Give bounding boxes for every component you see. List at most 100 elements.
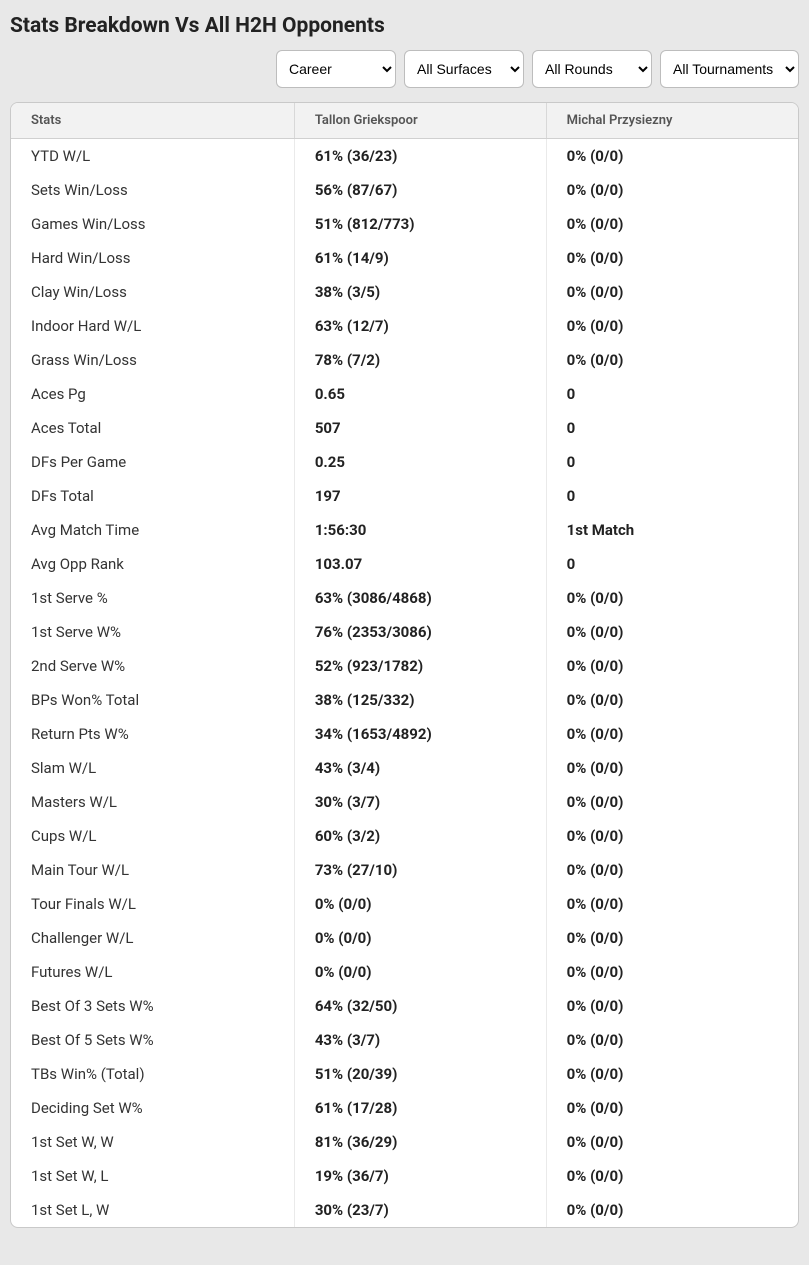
player2-value: 0 (546, 411, 798, 445)
player1-value: 34% (1653/4892) (294, 717, 546, 751)
stats-panel: Stats Breakdown Vs All H2H Opponents Car… (0, 0, 809, 1238)
player1-value: 0% (0/0) (294, 921, 546, 955)
table-row: Games Win/Loss51% (812/773)0% (0/0) (11, 207, 798, 241)
table-row: Avg Match Time1:56:301st Match (11, 513, 798, 547)
table-row: TBs Win% (Total)51% (20/39)0% (0/0) (11, 1057, 798, 1091)
stats-body: YTD W/L61% (36/23)0% (0/0)Sets Win/Loss5… (11, 139, 798, 1228)
stat-label: Hard Win/Loss (11, 241, 294, 275)
table-row: Indoor Hard W/L63% (12/7)0% (0/0) (11, 309, 798, 343)
player1-value: 38% (3/5) (294, 275, 546, 309)
player1-value: 63% (3086/4868) (294, 581, 546, 615)
player2-value: 0% (0/0) (546, 309, 798, 343)
stat-label: 1st Serve % (11, 581, 294, 615)
stat-label: 1st Serve W% (11, 615, 294, 649)
round-select[interactable]: All Rounds (532, 50, 652, 88)
table-row: Hard Win/Loss61% (14/9)0% (0/0) (11, 241, 798, 275)
stat-label: Tour Finals W/L (11, 887, 294, 921)
player2-value: 0 (546, 479, 798, 513)
player2-value: 0% (0/0) (546, 1125, 798, 1159)
player2-value: 0% (0/0) (546, 207, 798, 241)
player2-value: 0% (0/0) (546, 343, 798, 377)
table-row: Best Of 3 Sets W%64% (32/50)0% (0/0) (11, 989, 798, 1023)
player2-value: 0% (0/0) (546, 1023, 798, 1057)
player1-value: 60% (3/2) (294, 819, 546, 853)
stat-label: Aces Pg (11, 377, 294, 411)
player2-value: 0% (0/0) (546, 649, 798, 683)
player1-value: 197 (294, 479, 546, 513)
table-row: Deciding Set W%61% (17/28)0% (0/0) (11, 1091, 798, 1125)
stat-label: Return Pts W% (11, 717, 294, 751)
table-row: Aces Total5070 (11, 411, 798, 445)
table-row: Masters W/L30% (3/7)0% (0/0) (11, 785, 798, 819)
stat-label: Cups W/L (11, 819, 294, 853)
player2-value: 0% (0/0) (546, 1159, 798, 1193)
player2-value: 0% (0/0) (546, 581, 798, 615)
table-header-row: Stats Tallon Griekspoor Michal Przysiezn… (11, 103, 798, 139)
stat-label: Grass Win/Loss (11, 343, 294, 377)
player2-value: 0% (0/0) (546, 955, 798, 989)
table-row: BPs Won% Total38% (125/332)0% (0/0) (11, 683, 798, 717)
stat-label: Indoor Hard W/L (11, 309, 294, 343)
player2-value: 0% (0/0) (546, 173, 798, 207)
stat-label: DFs Total (11, 479, 294, 513)
player1-value: 0.25 (294, 445, 546, 479)
player1-value: 52% (923/1782) (294, 649, 546, 683)
player2-value: 0% (0/0) (546, 241, 798, 275)
player2-value: 0 (546, 445, 798, 479)
stat-label: Deciding Set W% (11, 1091, 294, 1125)
player2-value: 0% (0/0) (546, 1193, 798, 1227)
stat-label: Games Win/Loss (11, 207, 294, 241)
player2-value: 0% (0/0) (546, 275, 798, 309)
stat-label: Sets Win/Loss (11, 173, 294, 207)
table-row: Slam W/L43% (3/4)0% (0/0) (11, 751, 798, 785)
player1-value: 76% (2353/3086) (294, 615, 546, 649)
player1-value: 73% (27/10) (294, 853, 546, 887)
surface-select[interactable]: All Surfaces (404, 50, 524, 88)
stat-label: Avg Match Time (11, 513, 294, 547)
player2-value: 0% (0/0) (546, 785, 798, 819)
player1-value: 0% (0/0) (294, 955, 546, 989)
table-row: Tour Finals W/L0% (0/0)0% (0/0) (11, 887, 798, 921)
stat-label: Best Of 5 Sets W% (11, 1023, 294, 1057)
table-row: Challenger W/L0% (0/0)0% (0/0) (11, 921, 798, 955)
player1-value: 103.07 (294, 547, 546, 581)
player1-value: 30% (3/7) (294, 785, 546, 819)
stat-label: Avg Opp Rank (11, 547, 294, 581)
player1-value: 64% (32/50) (294, 989, 546, 1023)
player1-value: 0.65 (294, 377, 546, 411)
tournament-select[interactable]: All Tournaments (660, 50, 799, 88)
player2-value: 0% (0/0) (546, 1091, 798, 1125)
player1-value: 43% (3/4) (294, 751, 546, 785)
player1-value: 19% (36/7) (294, 1159, 546, 1193)
stats-table: Stats Tallon Griekspoor Michal Przysiezn… (11, 103, 798, 1227)
table-row: DFs Total1970 (11, 479, 798, 513)
player1-value: 507 (294, 411, 546, 445)
stat-label: Slam W/L (11, 751, 294, 785)
table-row: 1st Set W, L19% (36/7)0% (0/0) (11, 1159, 798, 1193)
table-row: Futures W/L0% (0/0)0% (0/0) (11, 955, 798, 989)
table-row: 1st Serve %63% (3086/4868)0% (0/0) (11, 581, 798, 615)
player1-value: 43% (3/7) (294, 1023, 546, 1057)
player1-value: 56% (87/67) (294, 173, 546, 207)
col-stats: Stats (11, 103, 294, 139)
player2-value: 0% (0/0) (546, 989, 798, 1023)
stat-label: Aces Total (11, 411, 294, 445)
player1-value: 0% (0/0) (294, 887, 546, 921)
stat-label: Best Of 3 Sets W% (11, 989, 294, 1023)
stat-label: 1st Set W, L (11, 1159, 294, 1193)
stat-label: 1st Set W, W (11, 1125, 294, 1159)
table-row: DFs Per Game0.250 (11, 445, 798, 479)
table-row: 1st Serve W%76% (2353/3086)0% (0/0) (11, 615, 798, 649)
player1-value: 78% (7/2) (294, 343, 546, 377)
player2-value: 0 (546, 377, 798, 411)
player2-value: 0% (0/0) (546, 139, 798, 174)
player1-value: 61% (17/28) (294, 1091, 546, 1125)
player1-value: 1:56:30 (294, 513, 546, 547)
player2-value: 0% (0/0) (546, 921, 798, 955)
table-row: 1st Set L, W30% (23/7)0% (0/0) (11, 1193, 798, 1227)
period-select[interactable]: Career (276, 50, 396, 88)
stat-label: 2nd Serve W% (11, 649, 294, 683)
stat-label: Masters W/L (11, 785, 294, 819)
player2-value: 0% (0/0) (546, 683, 798, 717)
player1-value: 81% (36/29) (294, 1125, 546, 1159)
